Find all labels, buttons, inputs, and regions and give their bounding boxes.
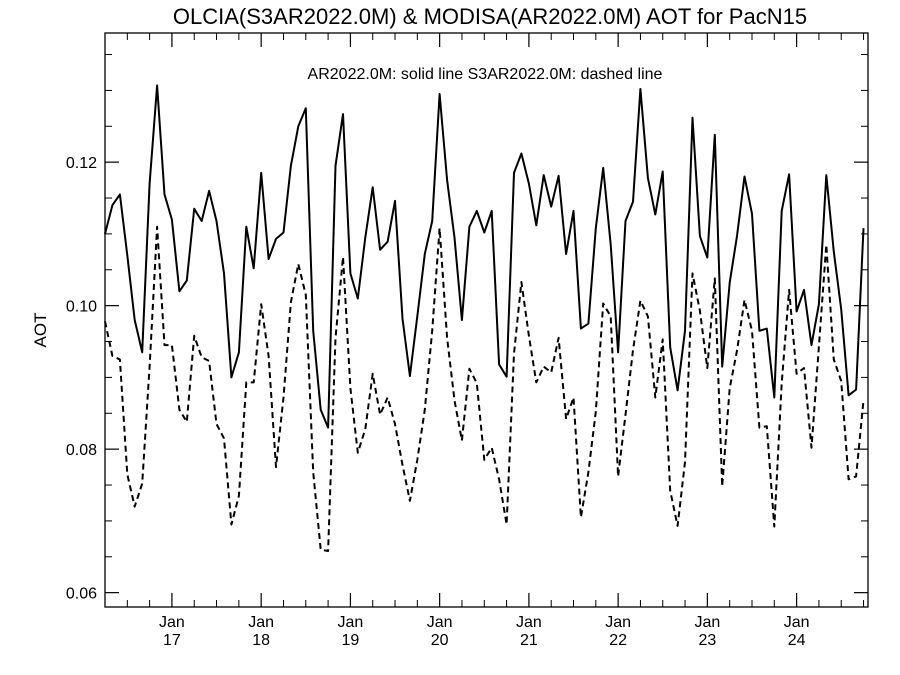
x-tick-month-label: Jan [516,614,542,631]
x-tick-month-label: Jan [427,614,453,631]
x-tick-year-label: 21 [520,632,538,649]
x-tick-month-label: Jan [605,614,631,631]
y-tick-label: 0.10 [66,299,97,316]
y-tick-label: 0.08 [66,442,97,459]
y-tick-label: 0.12 [66,155,97,172]
series-line-solid [104,84,865,429]
x-tick-month-label: Jan [338,614,364,631]
ticks-layer: 0.060.080.100.12Jan17Jan18Jan19Jan20Jan2… [66,33,868,649]
x-tick-year-label: 19 [342,632,360,649]
x-tick-year-label: 24 [788,632,806,649]
series-line-dashed [104,225,865,552]
x-tick-year-label: 23 [698,632,716,649]
x-tick-year-label: 22 [609,632,627,649]
x-tick-month-label: Jan [159,614,185,631]
y-axis-label: AOT [31,313,50,348]
x-tick-year-label: 18 [252,632,270,649]
x-tick-month-label: Jan [248,614,274,631]
series-layer [104,84,865,552]
x-tick-year-label: 17 [163,632,181,649]
x-tick-month-label: Jan [784,614,810,631]
plot-frame [104,32,869,608]
x-tick-month-label: Jan [694,614,720,631]
chart-annotation: AR2022.0M: solid line S3AR2022.0M: dashe… [308,66,663,83]
chart-title: OLCIA(S3AR2022.0M) & MODISA(AR2022.0M) A… [173,4,807,29]
x-tick-year-label: 20 [431,632,449,649]
y-tick-label: 0.06 [66,586,97,603]
